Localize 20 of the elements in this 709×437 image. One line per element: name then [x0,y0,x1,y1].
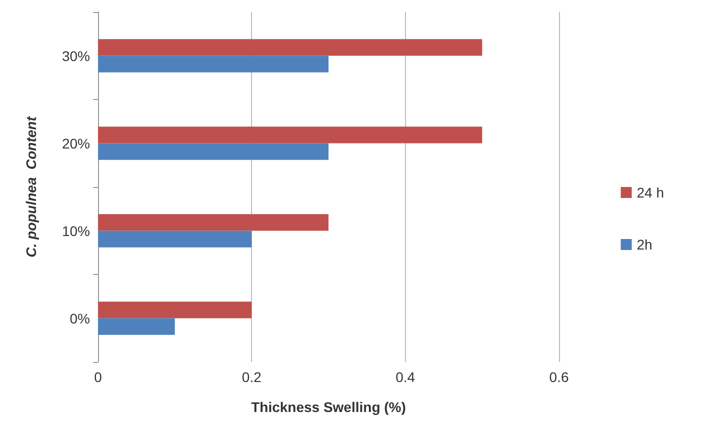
x-axis-title: Thickness Swelling (%) [251,399,406,415]
y-tick-label: 20% [62,135,90,152]
y-tick-label: 0% [70,310,90,326]
bar [98,39,482,56]
bar [98,318,175,335]
legend-label: 24 h [636,184,664,200]
x-tick-label: 0.2 [242,369,262,385]
bar [98,126,482,144]
bar [98,230,252,248]
x-tick-label: 0.6 [549,369,569,385]
y-axis-title: C. populnea Content [23,115,39,258]
legend-label: 2h [636,236,652,252]
bar [98,302,252,318]
x-tick-label: 0.4 [396,369,416,385]
x-tick-label: 0 [94,369,102,385]
bar [98,56,328,72]
bar [98,214,328,231]
y-tick-label: 10% [62,222,90,239]
y-tick-label: 30% [62,48,90,64]
bar [98,143,328,160]
